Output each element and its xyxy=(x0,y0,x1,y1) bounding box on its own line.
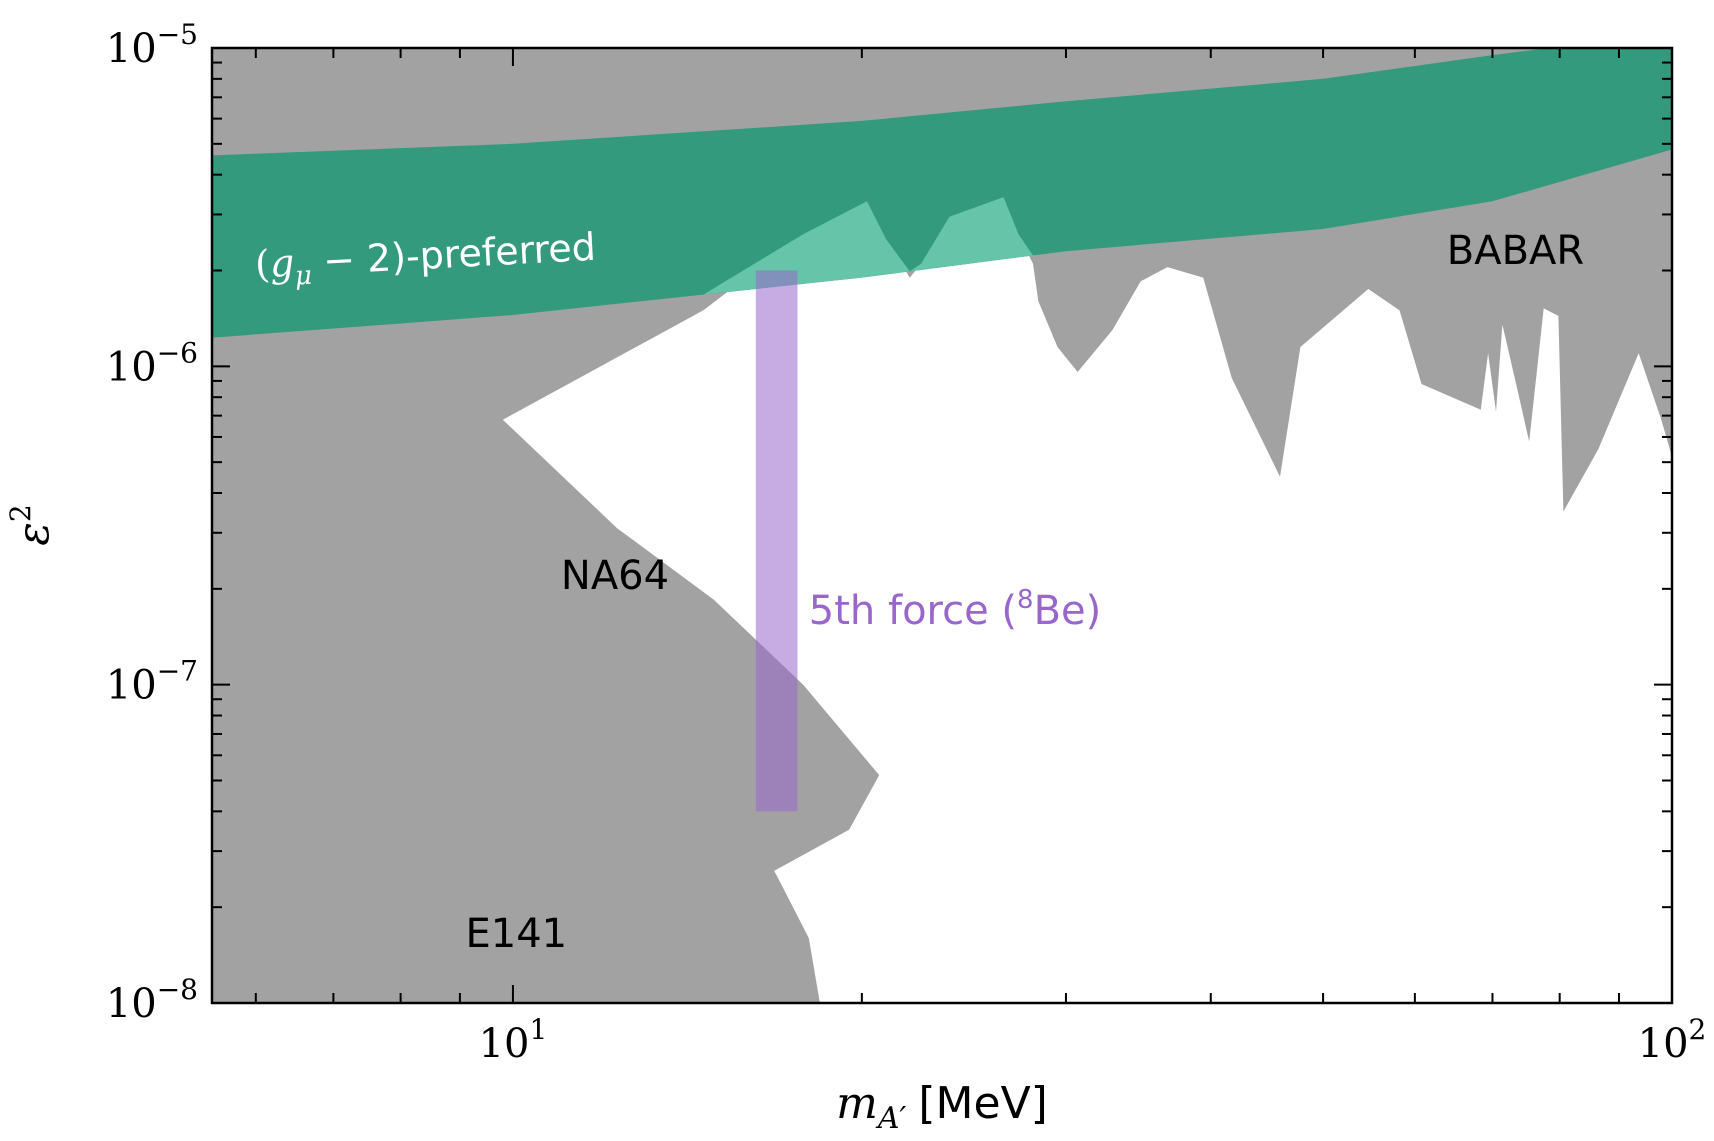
axis-ticks xyxy=(212,48,1673,1004)
y-axis-label: ε2 xyxy=(4,504,59,545)
y-axis-symbol: ε xyxy=(8,522,59,546)
band-overlap-region xyxy=(703,197,1039,295)
x-axis-subscript: A′ xyxy=(875,1101,907,1136)
plot-frame xyxy=(210,46,1674,1005)
x-tick-label: 101 xyxy=(479,1013,548,1067)
na64-label: NA64 xyxy=(561,553,669,599)
x-tick-label-exponent: 1 xyxy=(529,1013,547,1046)
plot-area xyxy=(212,48,1672,1003)
gmu-label-open-paren: ( xyxy=(254,242,271,287)
y-tick-label: 10−8 xyxy=(106,973,198,1027)
gmu-label-mu: μ xyxy=(294,261,312,292)
y-tick-label-base: 10 xyxy=(106,981,157,1027)
fifth-label-pre: 5th force ( xyxy=(809,588,1017,634)
y-tick-label-exponent: −5 xyxy=(157,18,198,51)
x-tick-label-exponent: 2 xyxy=(1689,1013,1707,1046)
y-tick-label: 10−5 xyxy=(106,18,198,72)
y-tick-label-base: 10 xyxy=(106,663,157,709)
y-tick-label: 10−6 xyxy=(106,336,198,390)
y-axis-superscript: 2 xyxy=(4,504,37,522)
y-tick-label-exponent: −7 xyxy=(157,655,198,688)
x-axis-label: mA′ [MeV] xyxy=(836,1078,1048,1136)
x-tick-label-base: 10 xyxy=(479,1021,530,1067)
babar-label: BABAR xyxy=(1447,228,1584,274)
x-tick-label-base: 10 xyxy=(1638,1021,1689,1067)
fifth-force-label: 5th force (8Be) xyxy=(809,585,1101,634)
gmu-label-g: g xyxy=(269,241,296,286)
gmu-preferred-band xyxy=(212,48,1672,338)
x-tick-label: 102 xyxy=(1638,1013,1707,1067)
y-tick-label-exponent: −6 xyxy=(157,336,198,369)
fifth-force-bar xyxy=(755,270,798,812)
fifth-label-post: Be) xyxy=(1034,588,1102,634)
y-tick-label-base: 10 xyxy=(106,344,157,390)
y-tick-label-exponent: −8 xyxy=(157,973,198,1006)
e141-label: E141 xyxy=(466,911,568,957)
y-tick-label: 10−7 xyxy=(106,655,198,709)
x-axis-symbol: m xyxy=(836,1078,878,1129)
fifth-label-sup: 8 xyxy=(1017,585,1034,615)
y-tick-label-base: 10 xyxy=(106,26,157,72)
x-axis-unit: [MeV] xyxy=(918,1078,1047,1129)
